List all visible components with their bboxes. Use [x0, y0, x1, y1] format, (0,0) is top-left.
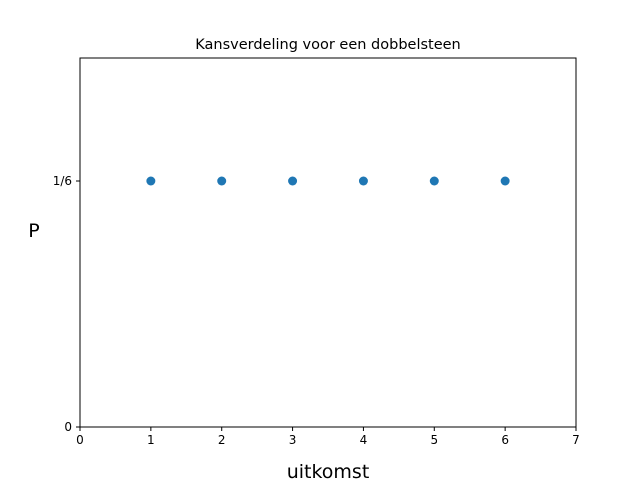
x-axis-label: uitkomst	[287, 461, 370, 480]
y-axis-label: P	[28, 220, 39, 242]
x-tick-label: 2	[218, 433, 226, 447]
data-point	[146, 176, 156, 186]
y-tick-label: 0	[64, 420, 72, 434]
data-point	[429, 176, 439, 186]
x-tick-label: 1	[147, 433, 155, 447]
x-tick-label: 4	[360, 433, 368, 447]
chart-title: Kansverdeling voor een dobbelsteen	[195, 37, 461, 53]
x-tick-label: 5	[430, 433, 438, 447]
x-tick-label: 7	[572, 433, 580, 447]
points-layer	[146, 176, 510, 186]
y-ticks-layer: 0 1/6	[53, 174, 80, 434]
y-tick-label: 1/6	[53, 174, 72, 188]
plot-frame	[79, 57, 577, 428]
x-tick-label: 0	[76, 433, 84, 447]
x-tick-label: 6	[501, 433, 509, 447]
data-point	[358, 176, 368, 186]
data-point	[500, 176, 510, 186]
data-point	[288, 176, 298, 186]
x-ticks-layer: 0 1 2 3 4 5 6 7	[76, 427, 580, 447]
data-point	[217, 176, 227, 186]
x-tick-label: 3	[289, 433, 297, 447]
